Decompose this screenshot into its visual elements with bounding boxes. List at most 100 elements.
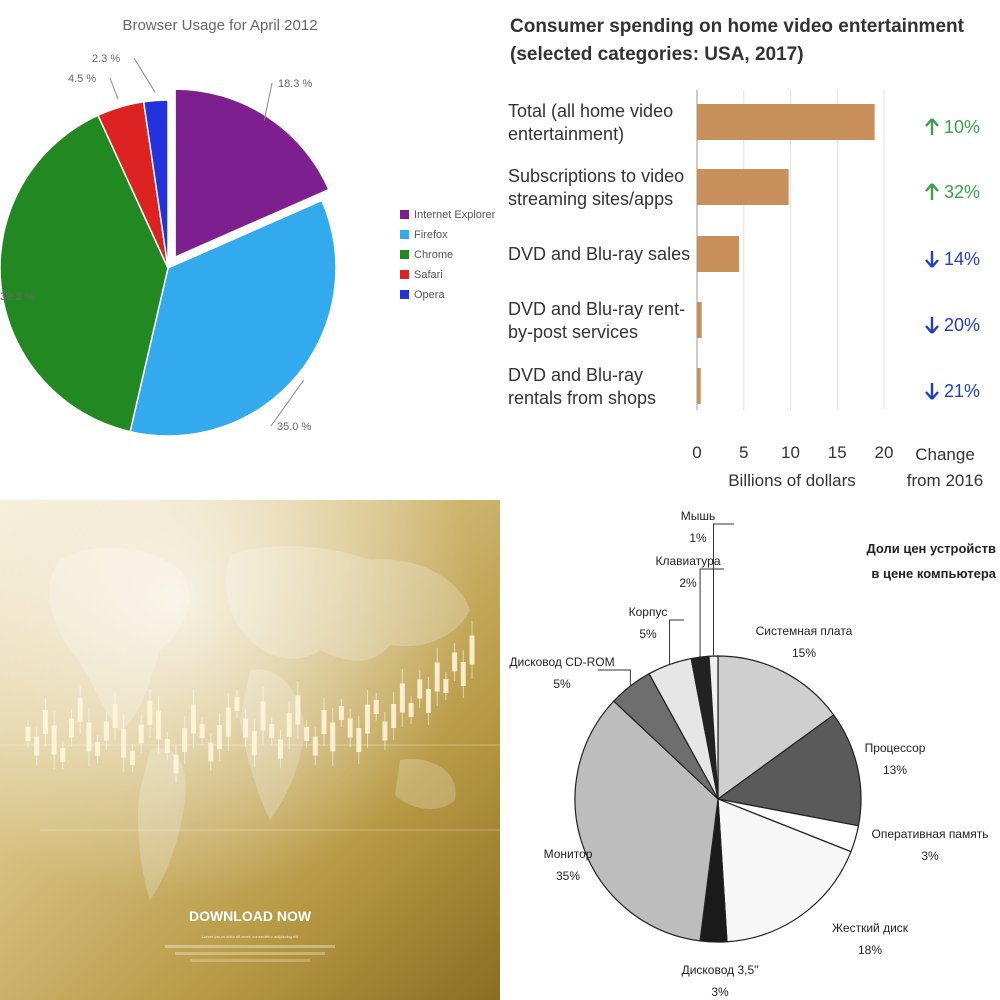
category-label-10: Мышь [681,509,716,523]
candle-body [373,700,379,714]
leader-line [109,77,119,100]
candle-body [251,731,257,755]
candle-body [365,704,371,734]
category-label-2: streaming sites/apps [508,189,673,209]
change-value-2: 32% [944,182,980,202]
computer-price-pie: Доли цен устройств в цене компьютера Сис… [509,509,996,999]
candle-body [51,725,57,755]
x-tick-20: 20 [875,443,894,462]
candle-body [434,662,440,692]
candle-body [182,728,188,752]
leader-line [713,523,734,657]
candle-body [156,710,162,740]
pie-slice-6 [574,700,719,942]
change-value-5: 21% [944,381,980,401]
candle-body [408,703,414,717]
category-label-5: Дисковод 3,5" [682,963,759,977]
category-label-5: rentals from shops [508,388,656,408]
banner-text-placeholder [165,945,335,948]
x-tick-0: 0 [692,443,701,462]
candle-body [338,706,344,720]
category-label-1: Системная плата [756,624,853,638]
x-tick-10: 10 [781,443,800,462]
computer-price-chart: Доли цен устройств в цене компьютера Сис… [500,500,1000,1000]
value-label-7: 5% [553,677,571,691]
bar-3 [697,236,740,272]
pie-slice-opera [142,99,169,269]
candle-body [286,713,292,737]
change-header-line2: from 2016 [907,471,984,490]
value-label-internet-explorer: 18.3 % [278,78,312,90]
candle-body [42,710,48,734]
value-label-6: 35% [556,869,580,883]
candle-body [129,751,135,765]
value-label-safari: 4.5 % [68,73,96,85]
candle-body [452,652,458,672]
category-label-2: Subscriptions to video [508,166,684,186]
world-map-icon [49,545,470,900]
candle-body [425,689,431,713]
candle-body [417,679,423,699]
banner-title: DOWNLOAD NOW [189,908,312,924]
bar-5 [697,368,701,404]
candle-body [321,710,327,734]
candle-body [138,724,144,744]
browser-usage-pie: Browser Usage for April 2012 18.3 % 35.0 … [0,17,496,437]
candle-body [34,736,40,756]
candle-body [382,721,388,741]
legend-swatch [400,210,409,219]
arrow-up-icon [925,118,939,135]
value-label-9: 2% [679,576,697,590]
bar-2 [697,169,789,205]
arrow-up-icon [925,183,939,200]
legend-item-safari: Safari [414,269,443,281]
banner-graphic: DOWNLOAD NOW Lorem ipsum dolor sit amet,… [0,500,500,1000]
x-tick-15: 15 [828,443,847,462]
gold-finance-banner: DOWNLOAD NOW Lorem ipsum dolor sit amet,… [0,500,500,1000]
banner-subtitle: Lorem ipsum dolor sit amet, consectetur … [202,934,299,939]
category-label-5: DVD and Blu-ray [508,365,643,385]
change-value-4: 20% [944,315,980,335]
legend-item-opera: Opera [414,289,445,301]
value-label-1: 15% [792,646,816,660]
category-label-4: Жесткий диск [832,921,909,935]
browser-usage-chart: Browser Usage for April 2012 18.3 % 35.0 … [0,0,500,500]
value-label-opera: 2.3 % [92,53,120,65]
change-header-line1: Change [915,445,975,464]
pie-slice-internet-explorer [174,88,330,259]
leader-line [669,619,684,665]
category-label-7: Дисковод CD-ROM [509,655,614,669]
banner-text-placeholder [190,959,310,962]
consumer-spending-chart: Consumer spending on home video entertai… [500,0,1000,500]
leader-line [263,82,273,121]
candle-body [312,736,318,756]
legend-item-chrome: Chrome [414,249,453,261]
candlestick-series [25,621,475,783]
category-label-8: Корпус [629,605,668,619]
candle-body [391,704,397,728]
candle-body [330,722,336,752]
candle-body [399,683,405,713]
banner-text-placeholder [175,952,325,955]
candle-body [269,724,275,738]
candle-body [147,701,153,725]
legend-swatch [400,290,409,299]
legend-item-internet-explorer: Internet Explorer [414,209,496,221]
pie-slice-chrome [0,114,169,433]
value-label-5: 3% [711,985,729,999]
candle-body [443,679,449,693]
value-label-2: 13% [883,763,907,777]
category-label-3: DVD and Blu-ray sales [508,244,690,264]
candle-body [469,635,475,665]
value-label-4: 18% [858,943,882,957]
chart-title: Browser Usage for April 2012 [122,17,317,34]
chart-title-line1: Доли цен устройств [866,541,996,556]
pie-slice-4 [717,798,852,943]
candle-body [347,718,353,738]
value-label-firefox: 35.0 % [277,421,311,433]
candle-body [260,701,266,731]
pie-slice-2 [716,714,862,827]
category-label-1: entertainment) [508,124,624,144]
category-label-9: Клавиатура [656,554,721,568]
candle-body [295,695,301,725]
